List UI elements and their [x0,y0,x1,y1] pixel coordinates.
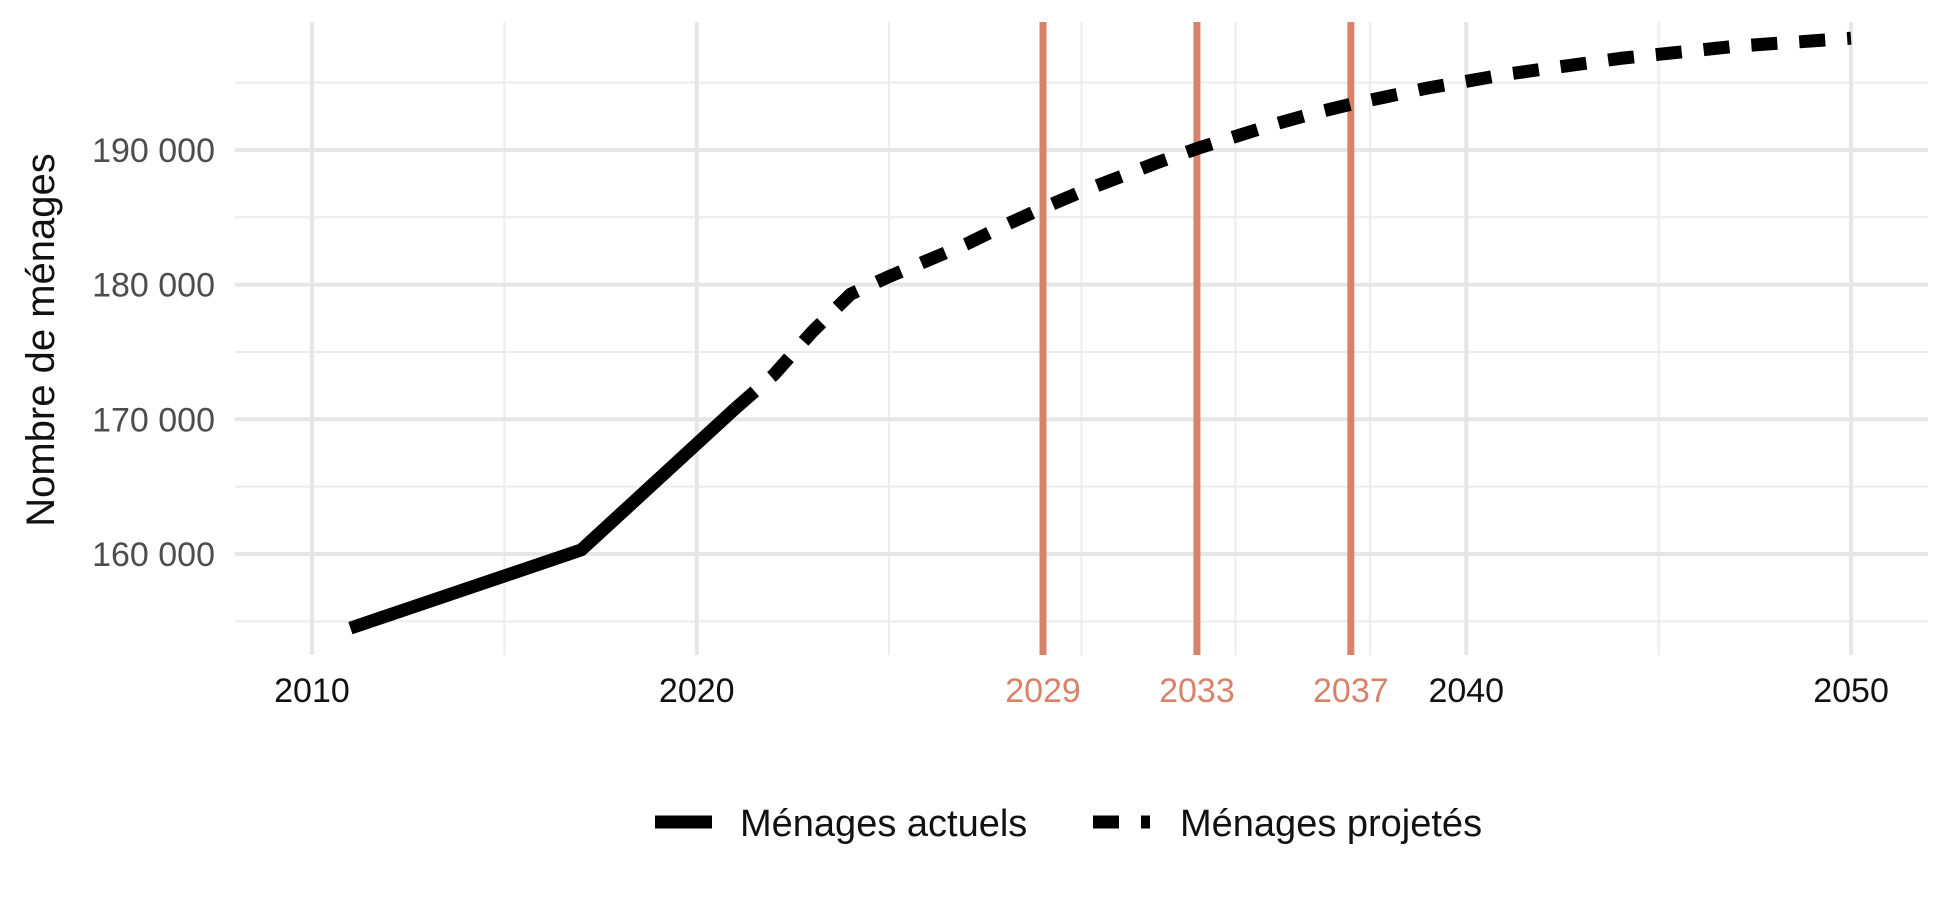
series-line-0 [348,403,740,635]
y-tick-label-1: 170 000 [92,401,215,439]
series-layer [348,31,1852,635]
y-tick-label-2: 180 000 [92,267,215,305]
x-axis-ticks: 2010 2020 2040 2050 2029 2033 2037 [274,672,1889,710]
x-tick-label-2: 2040 [1428,672,1504,710]
milestone-label-1: 2033 [1159,672,1235,710]
milestone-label-2: 2037 [1313,672,1389,710]
grid-major [235,22,1928,655]
y-axis-ticks: 160 000 170 000 180 000 190 000 [92,132,215,574]
x-tick-label-0: 2010 [274,672,350,710]
legend: Ménages actuels Ménages projetés [655,803,1482,845]
y-tick-label-0: 160 000 [92,536,215,574]
milestone-lines [1039,22,1355,655]
x-tick-label-1: 2020 [659,672,735,710]
milestone-label-0: 2029 [1005,672,1081,710]
y-axis-title: Nombre de ménages [19,153,63,527]
legend-label-projetes: Ménages projetés [1180,803,1482,845]
grid-minor [235,22,1928,655]
series-line-1 [730,31,1852,414]
y-tick-label-3: 190 000 [92,132,215,170]
legend-label-actuels: Ménages actuels [740,803,1027,845]
x-tick-label-3: 2050 [1813,672,1889,710]
